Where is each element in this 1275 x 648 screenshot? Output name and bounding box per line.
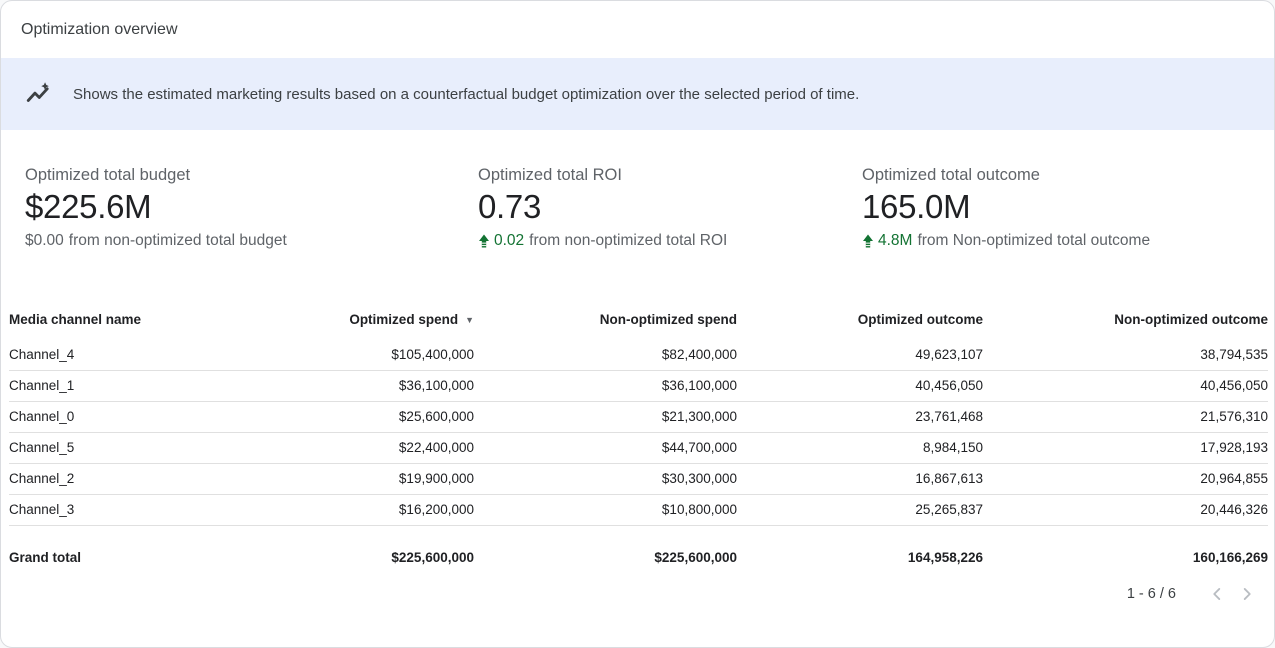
value-cell: $82,400,000: [474, 339, 737, 371]
kpi-delta: 4.8M from Non-optimized total outcome: [862, 232, 1250, 250]
value-cell: $19,900,000: [229, 463, 474, 495]
table-row: Channel_3 $16,200,000 $10,800,000 25,265,83…: [9, 494, 1268, 526]
card-header: Optimization overview: [1, 1, 1274, 58]
column-header-optimized-outcome[interactable]: Optimized outcome: [737, 306, 983, 339]
value-cell: 38,794,535: [983, 339, 1268, 371]
value-cell: $36,100,000: [474, 370, 737, 402]
column-header-label: Non-optimized spend: [599, 312, 737, 327]
value-cell: 8,984,150: [737, 432, 983, 464]
value-cell: 25,265,837: [737, 494, 983, 526]
table-row: Channel_2 $19,900,000 $30,300,000 16,867,61…: [9, 463, 1268, 495]
up-arrow-icon: [862, 234, 874, 248]
value-cell: $21,300,000: [474, 401, 737, 433]
grand-total-value: 164,958,226: [907, 549, 983, 565]
value-cell: 40,456,050: [983, 370, 1268, 402]
value-cell: $36,100,000: [229, 370, 474, 402]
table-row: Channel_5 $22,400,000 $44,700,000 8,984,150…: [9, 432, 1268, 464]
value-cell: 49,623,107: [737, 339, 983, 371]
delta-amount: 0.02: [494, 232, 525, 249]
up-arrow-icon: [478, 234, 490, 248]
value-cell: $44,700,000: [474, 432, 737, 464]
value-cell: 21,576,310: [983, 401, 1268, 433]
grand-total-value: 160,166,269: [1192, 549, 1268, 565]
delta-amount: 4.8M: [878, 232, 913, 249]
column-header-label: Optimized outcome: [857, 312, 983, 327]
value-cell: $30,300,000: [474, 463, 737, 495]
grand-total-label: Grand total: [9, 549, 82, 565]
page-range-label: 1 - 6 / 6: [1126, 585, 1176, 602]
banner-text: Shows the estimated marketing results ba…: [73, 85, 860, 103]
channel-name-cell: Channel_5: [9, 432, 229, 464]
value-cell: 40,456,050: [737, 370, 983, 402]
value-cell: 20,446,326: [983, 494, 1268, 526]
table-row: Channel_4 $105,400,000 $82,400,000 49,623,1…: [9, 339, 1268, 371]
channel-name-cell: Channel_2: [9, 463, 229, 495]
optimization-table: Media channel name Optimized spend ▼ Non-op…: [9, 306, 1268, 573]
column-header-label: Non-optimized outcome: [1114, 312, 1268, 327]
table-body: Channel_4 $105,400,000 $82,400,000 49,623,1…: [9, 339, 1268, 526]
kpi-optimized-total-roi: Optimized total ROI 0.73 0.02 from non-o…: [478, 164, 862, 250]
value-cell: 20,964,855: [983, 463, 1268, 495]
chevron-left-icon[interactable]: [1204, 581, 1230, 607]
column-header-label: Optimized spend: [349, 312, 459, 327]
channel-name-cell: Channel_4: [9, 339, 229, 371]
value-cell: 17,928,193: [983, 432, 1268, 464]
delta-amount: $0.00: [25, 232, 64, 249]
kpi-value: $225.6M: [25, 188, 152, 225]
kpi-optimized-total-outcome: Optimized total outcome 165.0M 4.8M from…: [862, 164, 1250, 250]
value-cell: $22,400,000: [229, 432, 474, 464]
info-banner: Shows the estimated marketing results ba…: [1, 58, 1274, 130]
delta-text: from non-optimized total ROI: [529, 232, 728, 249]
grand-total-value: $225,600,000: [654, 549, 737, 565]
sort-desc-icon: ▼: [465, 315, 474, 325]
delta-text: from Non-optimized total outcome: [917, 232, 1151, 249]
channel-name-cell: Channel_3: [9, 494, 229, 526]
column-header-media-channel-name[interactable]: Media channel name: [9, 306, 229, 339]
kpi-label: Optimized total budget: [25, 166, 191, 184]
column-header-label: Media channel name: [9, 312, 142, 327]
value-cell: 23,761,468: [737, 401, 983, 433]
kpi-row: Optimized total budget $225.6M $0.00 fro…: [1, 130, 1274, 250]
table-row: Channel_0 $25,600,000 $21,300,000 23,761,46…: [9, 401, 1268, 433]
column-header-non-optimized-spend[interactable]: Non-optimized spend: [474, 306, 737, 339]
insights-icon: [25, 81, 51, 107]
chevron-right-icon[interactable]: [1234, 581, 1260, 607]
channel-name-cell: Channel_0: [9, 401, 229, 433]
grand-total-row: Grand total $225,600,000 $225,600,000 164,9…: [9, 525, 1268, 573]
kpi-label: Optimized total ROI: [478, 166, 622, 184]
kpi-value: 0.73: [478, 188, 542, 225]
channel-name-cell: Channel_1: [9, 370, 229, 402]
column-header-optimized-spend[interactable]: Optimized spend ▼: [229, 306, 474, 339]
table-header-row: Media channel name Optimized spend ▼ Non-op…: [9, 306, 1268, 339]
value-cell: $25,600,000: [229, 401, 474, 433]
value-cell: $105,400,000: [229, 339, 474, 371]
grand-total-value: $225,600,000: [391, 549, 474, 565]
table-row: Channel_1 $36,100,000 $36,100,000 40,456,05…: [9, 370, 1268, 402]
pagination: 1 - 6 / 6: [1, 573, 1274, 607]
page-title: Optimization overview: [21, 20, 178, 38]
value-cell: 16,867,613: [737, 463, 983, 495]
kpi-delta: $0.00 from non-optimized total budget: [25, 232, 478, 250]
value-cell: $16,200,000: [229, 494, 474, 526]
kpi-value: 165.0M: [862, 188, 971, 225]
kpi-optimized-total-budget: Optimized total budget $225.6M $0.00 fro…: [25, 164, 478, 250]
value-cell: $10,800,000: [474, 494, 737, 526]
kpi-label: Optimized total outcome: [862, 166, 1040, 184]
delta-text: from non-optimized total budget: [68, 232, 287, 249]
column-header-non-optimized-outcome[interactable]: Non-optimized outcome: [983, 306, 1268, 339]
kpi-delta: 0.02 from non-optimized total ROI: [478, 232, 862, 250]
